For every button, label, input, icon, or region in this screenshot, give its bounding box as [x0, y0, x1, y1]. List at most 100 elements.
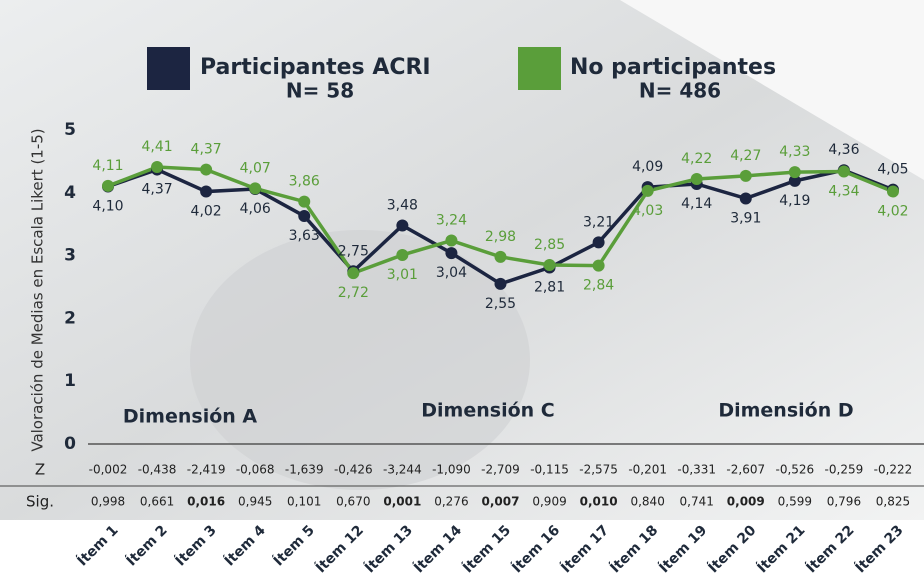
point — [200, 185, 213, 198]
sig-value: 0,009 — [727, 495, 765, 509]
value-label: 3,63 — [289, 228, 320, 244]
value-label: 4,22 — [681, 151, 712, 167]
z-value: -2,709 — [481, 463, 520, 477]
value-label: 3,04 — [436, 265, 467, 281]
annotation: Dimensión C — [421, 400, 554, 422]
x-tick-label: Ítem 19 — [656, 522, 711, 577]
value-label: 2,72 — [338, 285, 369, 301]
point — [494, 277, 507, 290]
point — [788, 166, 801, 179]
point — [298, 195, 311, 208]
point — [396, 219, 409, 232]
y-tick-label: 5 — [64, 120, 76, 140]
value-label: 4,41 — [141, 139, 172, 155]
sig-value: 0,016 — [187, 495, 225, 509]
point — [298, 210, 311, 223]
value-label: 2,81 — [534, 280, 565, 296]
value-label: 4,33 — [779, 144, 810, 160]
value-label: 3,24 — [436, 213, 467, 229]
value-label: 4,14 — [681, 196, 712, 212]
value-label: 3,01 — [387, 267, 418, 283]
value-label: 4,10 — [92, 199, 123, 215]
legend-label: No participantes — [570, 55, 776, 80]
value-label: 4,07 — [240, 160, 271, 176]
point — [445, 234, 458, 247]
point — [347, 267, 360, 280]
z-value: -0,068 — [236, 463, 275, 477]
point — [102, 179, 114, 192]
value-label: 4,05 — [877, 162, 908, 178]
legend-n: N= 486 — [639, 79, 721, 103]
x-tick-label: Ítem 20 — [705, 521, 760, 576]
sig-value: 0,007 — [481, 495, 519, 509]
point — [249, 182, 262, 195]
sig-value: 0,796 — [827, 495, 861, 509]
z-value: -0,115 — [530, 463, 569, 477]
z-value: -2,607 — [726, 463, 765, 477]
sig-value: 0,741 — [680, 495, 714, 509]
value-label: 4,03 — [632, 203, 663, 219]
value-label: 4,09 — [632, 159, 663, 175]
row-label: Sig. — [26, 493, 54, 511]
z-value: -2,419 — [187, 463, 226, 477]
x-tick-label: Ítem 22 — [803, 522, 858, 577]
z-value: -0,002 — [89, 463, 128, 477]
value-label: 4,34 — [828, 183, 859, 199]
y-tick-label: 0 — [64, 434, 76, 454]
x-tick-label: Ítem 5 — [270, 522, 318, 570]
legend-swatch — [518, 47, 561, 90]
point — [151, 161, 164, 174]
x-tick-label: Ítem 17 — [558, 522, 613, 577]
y-tick-label: 1 — [64, 371, 76, 391]
sig-value: 0,945 — [238, 495, 272, 509]
x-tick-label: Ítem 15 — [459, 522, 514, 577]
x-tick-label: Ítem 12 — [312, 522, 367, 577]
point — [494, 250, 507, 263]
value-label: 4,02 — [191, 204, 222, 220]
sig-value: 0,840 — [630, 495, 664, 509]
value-label: 4,27 — [730, 148, 761, 164]
y-tick-label: 3 — [64, 246, 76, 266]
value-label: 3,21 — [583, 214, 614, 230]
sig-value: 0,010 — [580, 495, 618, 509]
point — [592, 236, 605, 249]
value-label: 3,91 — [730, 210, 761, 226]
z-value: -3,244 — [383, 463, 422, 477]
value-label: 4,36 — [828, 142, 859, 158]
value-label: 3,48 — [387, 197, 418, 213]
z-value: -0,426 — [334, 463, 373, 477]
point — [837, 165, 850, 178]
point — [739, 192, 752, 205]
z-value: -0,526 — [775, 463, 814, 477]
value-label: 2,55 — [485, 296, 516, 312]
value-label: 3,86 — [289, 174, 320, 190]
point — [739, 169, 752, 182]
sig-value: 0,670 — [336, 495, 370, 509]
point — [543, 259, 556, 272]
z-value: -2,575 — [579, 463, 618, 477]
sig-value: 0,909 — [532, 495, 566, 509]
legend-swatch — [147, 47, 190, 90]
sig-value: 0,661 — [140, 495, 174, 509]
point — [200, 163, 213, 176]
point — [445, 247, 458, 260]
value-label: 2,84 — [583, 278, 614, 294]
value-label: 2,75 — [338, 243, 369, 259]
sig-value: 0,998 — [91, 495, 125, 509]
sig-value: 0,825 — [876, 495, 910, 509]
sig-value: 0,001 — [383, 495, 421, 509]
point — [396, 248, 409, 261]
z-value: -0,201 — [628, 463, 667, 477]
value-label: 4,37 — [191, 142, 222, 158]
x-tick-label: Ítem 23 — [852, 522, 907, 577]
sig-value: 0,599 — [778, 495, 812, 509]
x-tick-label: Ítem 3 — [172, 522, 220, 570]
z-value: -1,639 — [285, 463, 324, 477]
background-shape — [190, 230, 530, 490]
point — [641, 184, 654, 197]
sig-value: 0,101 — [287, 495, 321, 509]
z-value: -0,438 — [138, 463, 177, 477]
value-label: 2,98 — [485, 229, 516, 245]
x-tick-label: Ítem 4 — [221, 521, 269, 569]
